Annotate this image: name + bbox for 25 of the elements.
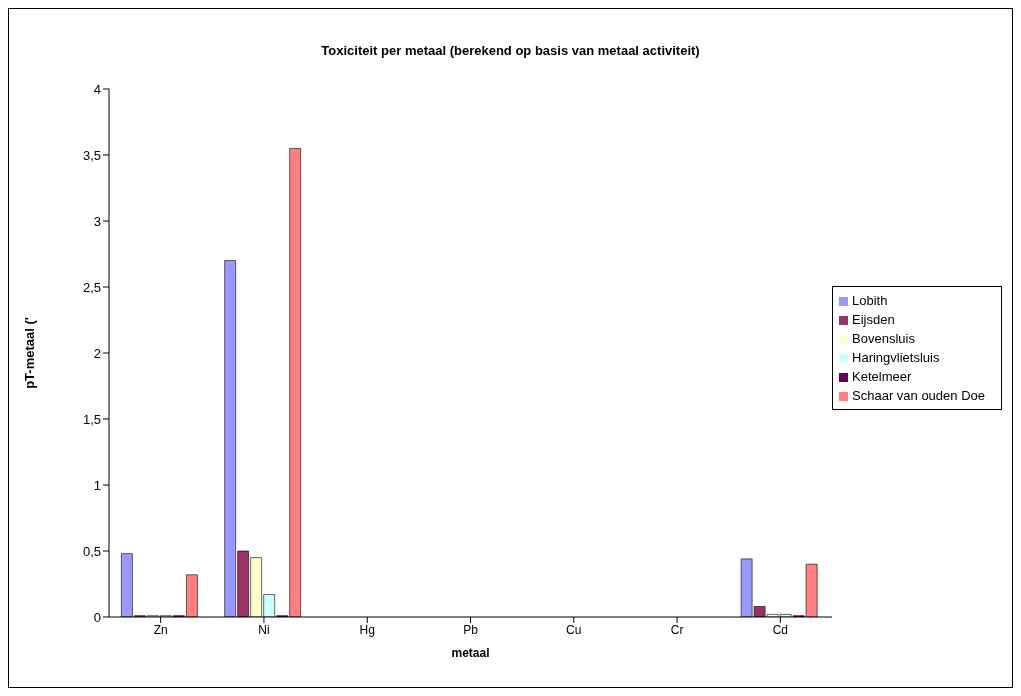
y-tick-label: 0,5 bbox=[82, 543, 101, 559]
y-tick-label: 3,5 bbox=[82, 147, 101, 163]
y-axis-title: pT-metaal (' bbox=[21, 317, 37, 389]
x-tick-label: Hg bbox=[359, 622, 375, 637]
y-tick-label: 1 bbox=[93, 477, 101, 493]
legend-label: Ketelmeer bbox=[852, 369, 912, 384]
y-tick-label: 2,5 bbox=[82, 279, 101, 295]
y-tick-label: 3 bbox=[93, 213, 101, 229]
x-axis-title: metaal bbox=[451, 646, 490, 660]
y-tick-label: 0 bbox=[93, 609, 101, 625]
x-tick-label: Cr bbox=[670, 622, 684, 637]
y-tick-label: 4 bbox=[93, 81, 101, 97]
x-tick-label: Cu bbox=[566, 622, 582, 637]
y-tick-label: 1,5 bbox=[82, 411, 101, 427]
x-tick-label: Zn bbox=[153, 622, 168, 637]
legend-label: Schaar van ouden Doe bbox=[852, 388, 985, 403]
legend-label: Lobith bbox=[852, 293, 888, 308]
x-tick-label: Pb bbox=[463, 622, 479, 637]
legend-label: Eijsden bbox=[852, 312, 895, 327]
legend-label: Bovensluis bbox=[852, 331, 915, 346]
x-tick-label: Cd bbox=[772, 622, 789, 637]
y-tick-label: 2 bbox=[93, 345, 101, 361]
legend-label: Haringvlietsluis bbox=[852, 350, 940, 365]
x-tick-label: Ni bbox=[258, 622, 270, 637]
chart-title: Toxiciteit per metaal (berekend op basis van metaal activiteit) bbox=[320, 43, 701, 58]
